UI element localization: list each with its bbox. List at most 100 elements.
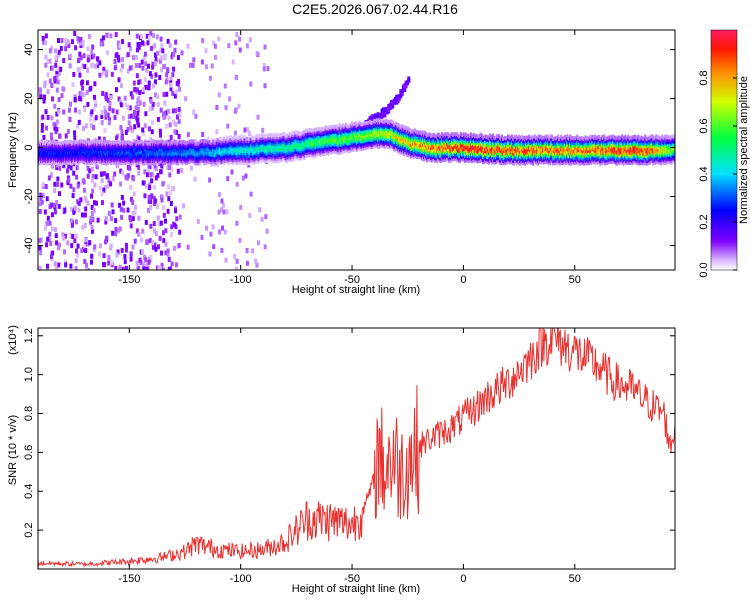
ridge-cell <box>338 145 341 150</box>
ridge-cell <box>210 138 213 143</box>
ridge-cell <box>260 151 263 156</box>
ridge-cell <box>131 148 134 153</box>
ridge-cell <box>207 158 210 163</box>
ridge-cell <box>76 154 79 159</box>
ridge-cell <box>404 145 407 150</box>
ridge-cell <box>51 157 54 162</box>
ridge-cell <box>163 157 166 162</box>
ridge-cell <box>369 132 372 137</box>
ridge-cell <box>216 152 219 157</box>
ridge-cell <box>314 131 317 136</box>
ridge-cell <box>352 124 355 129</box>
noise-cell <box>163 53 167 59</box>
ridge-cell <box>242 139 245 144</box>
ridge-cell <box>373 136 376 141</box>
ridge-cell <box>393 135 396 140</box>
ridge-cell <box>376 140 379 145</box>
ridge-cell <box>385 128 388 133</box>
ridge-cell <box>59 158 62 163</box>
ridge-cell <box>283 151 286 156</box>
ridge-cell <box>303 153 306 158</box>
ridge-cell <box>236 146 239 151</box>
ridge-cell <box>92 155 95 160</box>
ridge-cell <box>314 148 317 153</box>
ridge-cell <box>349 129 352 134</box>
ridge-cell <box>195 144 198 149</box>
ridge-cell <box>287 150 290 155</box>
noise-cell <box>145 172 149 178</box>
ridge-cell <box>336 150 339 155</box>
ridge-cell <box>40 161 43 166</box>
ridge-cell <box>415 149 418 154</box>
ridge-cell <box>270 133 273 138</box>
ridge-cell <box>73 144 76 149</box>
ridge-cell <box>44 158 47 163</box>
ridge-cell <box>306 133 309 138</box>
ridge-cell <box>94 150 97 155</box>
ridge-cell <box>138 158 141 163</box>
noise-cell <box>148 184 152 190</box>
noise-cell <box>77 207 81 213</box>
ridge-cell <box>293 153 296 158</box>
ridge-cell <box>134 156 137 161</box>
ridge-cell <box>85 155 88 160</box>
ridge-cell <box>408 142 411 147</box>
ridge-cell <box>219 156 222 161</box>
ridge-cell <box>93 158 96 163</box>
ridge-cell <box>292 137 295 142</box>
ridge-cell <box>192 142 195 147</box>
noise-cell <box>38 265 42 270</box>
ridge-cell <box>311 128 314 133</box>
ridge-cell <box>214 138 217 143</box>
ridge-cell <box>256 133 259 138</box>
ridge-cell <box>148 161 151 166</box>
ridge-cell <box>405 150 408 155</box>
branch-cell <box>405 81 409 86</box>
noise-cell <box>238 47 242 53</box>
ridge-cell <box>133 141 136 146</box>
ridge-cell <box>179 144 182 149</box>
ridge-cell <box>78 159 81 164</box>
ridge-cell <box>56 140 59 145</box>
ridge-cell <box>239 161 242 166</box>
ridge-cell <box>56 155 59 160</box>
ridge-cell <box>198 154 201 159</box>
ridge-cell <box>149 161 152 166</box>
ridge-cell <box>162 146 165 151</box>
ridge-cell <box>334 139 337 144</box>
ridge-cell <box>45 149 48 154</box>
noise-cell <box>172 245 176 251</box>
ridge-cell <box>260 156 263 161</box>
ridge-cell <box>296 132 299 137</box>
ridge-cell <box>365 128 368 133</box>
noise-cell <box>224 105 228 111</box>
ridge-cell <box>274 145 277 150</box>
ridge-cell <box>295 133 298 138</box>
noise-cell <box>110 202 114 208</box>
noise-cell <box>208 75 212 81</box>
ridge-cell <box>161 158 164 163</box>
ridge-cell <box>136 148 139 153</box>
noise-cell <box>90 224 94 230</box>
ridge-cell <box>66 160 69 165</box>
ridge-cell <box>294 145 297 150</box>
ridge-cell <box>161 151 164 156</box>
ridge-cell <box>325 136 328 141</box>
ridge-cell <box>347 129 350 134</box>
ridge-cell <box>123 149 126 154</box>
ridge-cell <box>340 147 343 152</box>
ridge-cell <box>370 138 373 143</box>
ridge-cell <box>288 144 291 149</box>
ridge-cell <box>353 141 356 146</box>
ridge-cell <box>51 152 54 157</box>
ridge-cell <box>378 122 381 127</box>
ridge-cell <box>75 144 78 149</box>
ridge-cell <box>366 133 369 138</box>
ridge-cell <box>38 146 40 151</box>
ridge-cell <box>213 140 216 145</box>
ridge-cell <box>403 147 406 152</box>
noise-cell <box>154 246 158 252</box>
ridge-cell <box>389 143 392 148</box>
ridge-cell <box>304 133 307 138</box>
ridge-cell <box>411 139 414 144</box>
